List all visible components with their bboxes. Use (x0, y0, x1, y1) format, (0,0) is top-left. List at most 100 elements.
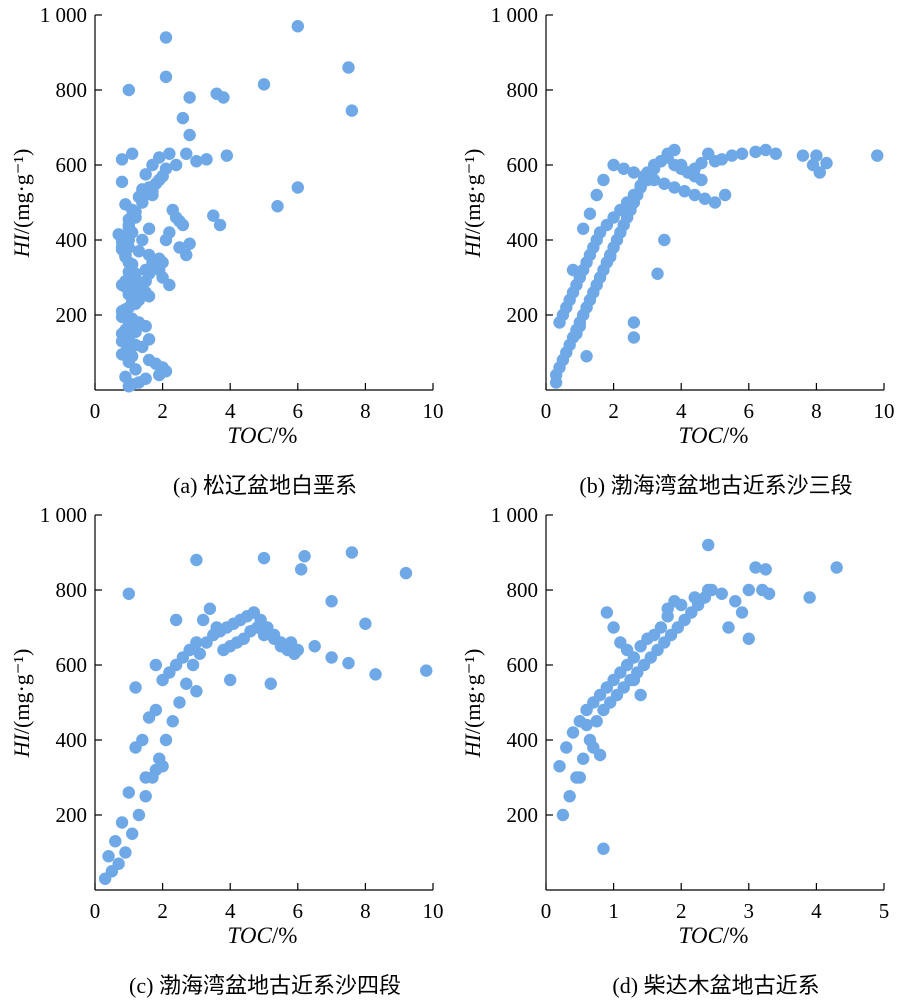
panel-d-x-axis-title: TOC/% (541, 923, 886, 949)
scatter-point (257, 78, 271, 91)
panel-c-caption: (c) 渤海湾盆地古近系沙四段 (129, 973, 401, 998)
y-tick-label: 800 (56, 578, 88, 602)
scatter-point (708, 196, 722, 209)
scatter-point (749, 561, 762, 574)
x-tick-label: 2 (157, 899, 168, 923)
x-tick-label: 2 (676, 899, 687, 923)
y-tick-label: 1 000 (491, 503, 538, 527)
scatter-point (186, 658, 200, 672)
axis-unit: /(mg·g⁻¹) (460, 148, 485, 235)
scatter-point (668, 595, 681, 608)
x-tick-label: 0 (90, 399, 101, 423)
y-tick-label: 400 (56, 228, 88, 252)
scatter-point (159, 70, 173, 84)
panel-c-x-axis-title: TOC/% (90, 923, 435, 949)
scatter-point (705, 583, 718, 597)
scatter-point (180, 248, 193, 262)
scatter-point (678, 185, 691, 198)
scatter-point (122, 380, 135, 393)
scatter-point (142, 333, 156, 346)
scatter-point (122, 83, 135, 97)
scatter-point (112, 857, 125, 870)
scatter-point (620, 643, 634, 657)
scatter-point (688, 188, 701, 202)
axis-variable-name: HI (9, 734, 34, 758)
scatter-point (769, 147, 783, 160)
scatter-point (153, 151, 166, 164)
y-tick-label: 400 (507, 228, 539, 252)
x-tick-label: 6 (293, 399, 304, 423)
scatter-point (308, 640, 321, 653)
scatter-point (220, 149, 234, 162)
scatter-point (119, 198, 132, 211)
x-tick-label: 6 (293, 899, 304, 923)
y-tick-label: 200 (507, 803, 539, 827)
scatter-point (583, 207, 597, 220)
scatter-point (369, 668, 382, 681)
scatter-point (115, 241, 129, 254)
scatter-point (180, 147, 193, 160)
scatter-point (122, 587, 135, 600)
panel-a-plot: 0 2 4 6 8 10 200 400 600 800 1 000 (40, 3, 444, 423)
scatter-point (122, 218, 135, 232)
scatter-point (756, 583, 769, 597)
scatter-point (125, 147, 139, 160)
scatter-point (180, 677, 193, 690)
scatter-point (213, 218, 227, 232)
y-tick-label: 600 (56, 153, 88, 177)
scatter-point (718, 188, 732, 202)
scatter-point (576, 222, 590, 235)
scatter-point (399, 566, 413, 580)
scatter-point (173, 696, 186, 709)
scatter-point (142, 290, 156, 303)
x-tick-label: 4 (225, 399, 236, 423)
x-tick-label: 8 (360, 399, 371, 423)
scatter-point (115, 816, 129, 829)
y-tick-label: 200 (507, 303, 539, 327)
x-tick-label: 3 (744, 899, 755, 923)
scatter-point (207, 209, 220, 222)
x-tick-label: 2 (608, 399, 619, 423)
scatter-point (203, 602, 217, 615)
scatter-point (342, 61, 355, 74)
scatter-point (190, 685, 203, 698)
scatter-point (176, 111, 190, 125)
x-tick-label: 0 (541, 899, 552, 923)
scatter-point (359, 617, 372, 630)
scatter-point (142, 222, 156, 235)
scatter-point (217, 643, 230, 657)
panel-a-caption: (a) 松辽盆地白垩系 (173, 473, 357, 498)
scatter-point (183, 91, 196, 104)
scatter-point (224, 673, 237, 687)
scatter-point (742, 632, 755, 645)
scatter-point (735, 147, 749, 160)
scatter-point (183, 237, 196, 250)
panel-d: 0 1 2 3 4 5 200 400 600 800 1 000 HI/(mg·g⁻¹) TOC/… (451, 500, 902, 1000)
scatter-point (169, 613, 183, 627)
y-tick-label: 600 (56, 653, 88, 677)
axis-unit: /(mg·g⁻¹) (9, 648, 34, 735)
y-tick-label: 1 000 (491, 3, 538, 27)
scatter-point (604, 250, 617, 264)
scatter-point (556, 808, 570, 822)
scatter-point (112, 228, 125, 241)
axis-unit: /% (722, 423, 749, 448)
scatter-point (627, 316, 641, 329)
scatter-point (119, 370, 132, 384)
scatter-point (597, 173, 610, 187)
y-tick-label: 1 000 (40, 503, 87, 527)
scatter-point (183, 128, 196, 142)
scatter-point (176, 218, 190, 232)
y-tick-label: 600 (507, 653, 539, 677)
scatter-point (560, 741, 573, 754)
scatter-point (122, 786, 135, 799)
scatter-point (163, 147, 176, 160)
axis-unit: /% (271, 923, 298, 948)
scatter-point (695, 173, 708, 187)
x-tick-label: 0 (90, 899, 101, 923)
scatter-point (590, 188, 603, 202)
scatter-point (156, 760, 169, 773)
scatter-point (580, 703, 593, 717)
x-tick-label: 5 (879, 899, 890, 923)
axis-unit: /(mg·g⁻¹) (460, 648, 485, 735)
